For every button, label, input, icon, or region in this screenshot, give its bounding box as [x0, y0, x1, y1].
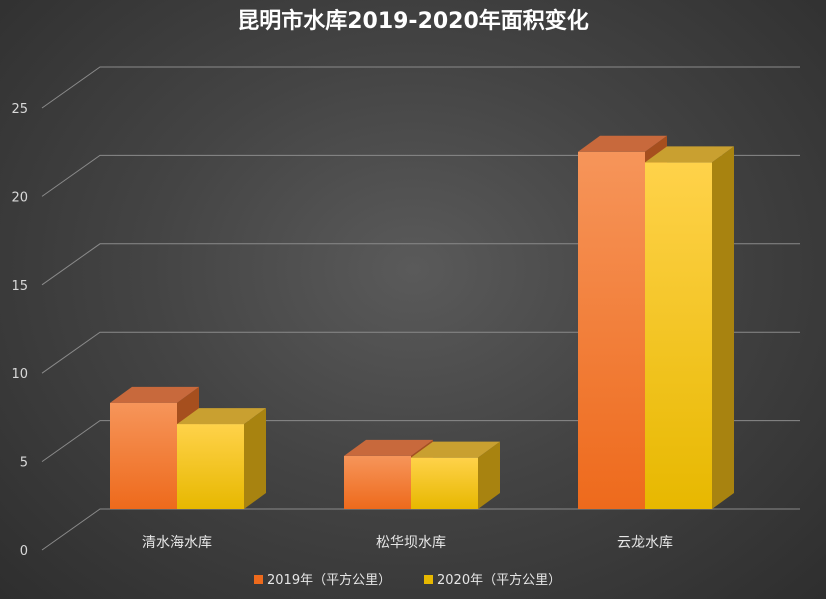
bar-front — [578, 151, 645, 510]
legend-item: 2019年（平方公里） — [254, 572, 391, 588]
y-tick-label: 25 — [11, 102, 28, 117]
y-tick-label: 0 — [20, 544, 28, 559]
y-tick-label: 5 — [20, 456, 28, 471]
bar-top — [344, 439, 433, 456]
gridline-15 — [41, 243, 800, 286]
bar-1-1 — [411, 441, 500, 509]
gridline-0 — [41, 508, 800, 551]
gridline-5 — [41, 420, 800, 463]
bar-front — [110, 402, 177, 509]
bar-side — [712, 146, 734, 509]
legend-label: 2020年（平方公里） — [437, 572, 561, 588]
bar-0-1 — [177, 408, 266, 509]
chart-title: 昆明市水库2019-2020年面积变化 — [237, 8, 589, 34]
legend-item: 2020年（平方公里） — [424, 572, 561, 588]
legend: 2019年（平方公里） 2020年（平方公里） — [254, 572, 561, 588]
bar-top — [411, 441, 500, 458]
gridlines — [41, 66, 800, 551]
bar-top — [177, 408, 266, 425]
x-category-label: 云龙水库 — [617, 535, 673, 551]
legend-label: 2019年（平方公里） — [267, 572, 391, 588]
bar-top — [110, 386, 199, 403]
bar-front — [344, 455, 411, 509]
category-labels: 清水海水库 松华坝水库 云龙水库 — [142, 535, 673, 551]
y-axis-ticks: 0 5 10 15 20 25 — [11, 102, 28, 559]
bar-side — [244, 408, 266, 509]
y-tick-label: 20 — [11, 190, 28, 205]
gridline-25 — [41, 66, 800, 109]
bar-top — [578, 135, 667, 152]
bar-side — [478, 441, 500, 509]
legend-swatch — [424, 575, 433, 584]
legend-swatch — [254, 575, 263, 584]
bar-front — [177, 424, 244, 509]
bar-top — [645, 146, 734, 163]
bar-front — [645, 162, 712, 509]
gridline-10 — [41, 331, 800, 374]
y-tick-label: 10 — [11, 367, 28, 382]
bars — [110, 135, 734, 510]
y-tick-label: 15 — [11, 279, 28, 294]
x-category-label: 清水海水库 — [142, 535, 212, 551]
x-category-label: 松华坝水库 — [376, 535, 446, 551]
bar-2-1 — [645, 146, 734, 509]
gridline-20 — [41, 154, 800, 197]
bar-front — [411, 457, 478, 509]
